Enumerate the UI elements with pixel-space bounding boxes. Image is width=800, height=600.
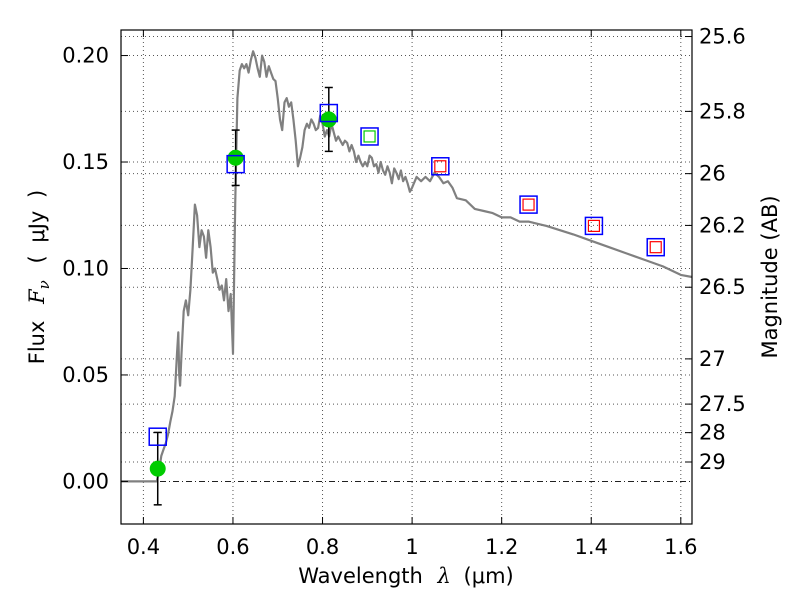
plot-frame (120, 29, 693, 525)
model-photometry-point (226, 154, 245, 174)
y-axis-label-subscript: ν (35, 280, 53, 289)
model-photometry-point (360, 127, 379, 146)
y-tick-label: 0.05 (62, 363, 109, 387)
right-axis-label: Magnitude (AB) (758, 195, 782, 358)
y-tick-labels: 0.00 0.05 0.10 0.15 0.20 (62, 44, 109, 494)
y-tick-label: 0.20 (62, 44, 109, 68)
photometry-square-inner (649, 241, 662, 254)
photometry-square-inner (434, 160, 447, 173)
magnitude-tick-label: 28 (699, 421, 726, 445)
x-tick-label: 1.4 (575, 535, 608, 559)
y-axis-label-symbol: F (25, 288, 49, 305)
model-photometry-point (584, 216, 604, 236)
x-axis-label-symbol: λ (437, 564, 451, 588)
photometry-square-outer (519, 195, 538, 214)
model-photometry-point (148, 427, 167, 446)
model-photometry-point (431, 157, 450, 176)
observed-point (149, 460, 166, 477)
y-tick-label: 0.15 (62, 150, 109, 174)
x-tick-label: 0.8 (306, 535, 339, 559)
magnitude-tick-label: 26.5 (699, 275, 746, 299)
x-tick-label: 1 (405, 535, 418, 559)
observed-point (320, 111, 337, 128)
photometry-square-outer (646, 237, 665, 257)
magnitude-tick-label: 29 (699, 450, 726, 474)
y-axis-label: Flux Fν ( μJy ) (25, 190, 54, 365)
observed-points (149, 111, 337, 477)
model-photometry-point (519, 195, 538, 214)
x-tick-label: 1.6 (664, 535, 697, 559)
x-axis-label-unit-open: ( (464, 564, 472, 588)
y-axis-label-unit-close: ) (25, 190, 49, 198)
y-axis-label-unit: μJy (25, 211, 49, 243)
error-bars (153, 86, 333, 506)
photometry-square-outer (431, 157, 450, 176)
y-axis-label-prefix: Flux (25, 321, 49, 365)
x-axis-label-prefix: Wavelength (298, 564, 423, 588)
photometry-square-inner (587, 219, 601, 232)
magnitude-tick-label: 26 (699, 162, 726, 186)
model-sed-curve (121, 50, 693, 483)
photometry-square-outer (148, 427, 167, 446)
photometry-square-outer (226, 154, 245, 174)
magnitude-tick-label: 27.5 (699, 392, 746, 416)
photometry-square-inner (363, 130, 376, 143)
magnitude-tick-label: 26.2 (699, 213, 746, 237)
photometry-square-outer (319, 103, 339, 123)
y-tick-label: 0.10 (62, 256, 109, 280)
grid-lines (121, 30, 692, 524)
x-tick-labels: 0.4 0.6 0.8 1 1.2 1.4 1.6 (127, 535, 698, 559)
x-axis-label-unit: μm (472, 564, 506, 588)
x-axis-label: Wavelength λ (μm) (298, 564, 514, 588)
photometry-square-outer (584, 216, 604, 236)
magnitude-tick-label: 27 (699, 347, 726, 371)
photometry-square-outer (360, 127, 379, 146)
model-photometry-point (319, 103, 339, 123)
magnitude-tick-label: 25.6 (699, 25, 746, 49)
x-tick-label: 0.6 (216, 535, 249, 559)
observed-point (227, 149, 244, 166)
y-axis-label-unit-open: ( (25, 255, 49, 263)
model-sed-curve-group (121, 50, 693, 483)
x-tick-label: 1.2 (485, 535, 518, 559)
model-photometry-squares (148, 103, 665, 446)
x-tick-label: 0.4 (127, 535, 160, 559)
magnitude-tick-label: 25.8 (699, 99, 746, 123)
y-tick-label: 0.00 (62, 469, 109, 493)
x-axis-label-unit-close: ) (506, 564, 514, 588)
photometry-square-inner (522, 198, 535, 211)
axis-ticks (121, 30, 692, 524)
magnitude-tick-labels: 25.6 25.8 26 26.2 26.5 27 27.5 28 29 (699, 25, 746, 474)
model-photometry-point (646, 237, 665, 257)
